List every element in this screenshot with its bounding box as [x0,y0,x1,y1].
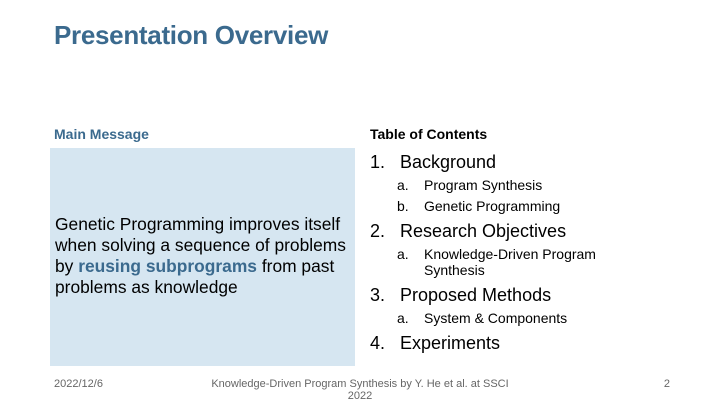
toc-item-number: 1. [370,152,386,172]
toc-item-research-objectives: 2. Research Objectives [370,219,690,243]
toc-item-label: Research Objectives [400,221,567,241]
toc-item-proposed-methods: 3. Proposed Methods [370,283,690,307]
main-message-highlight: reusing subprograms [78,256,257,276]
toc-subitem-letter: b. [397,198,409,214]
toc-subitem-program-synthesis: a. Program Synthesis [397,177,690,193]
toc-item-background: 1. Background [370,150,690,174]
footer-citation: Knowledge-Driven Program Synthesis by Y.… [211,378,509,402]
toc-subitem-label: System & Components [424,310,568,326]
toc-subitem-letter: a. [397,246,409,262]
page-number: 2 [663,378,670,390]
main-message-box: Genetic Programming improves itself when… [50,148,355,366]
toc-subitem-genetic-programming: b. Genetic Programming [397,198,690,214]
toc-item-number: 3. [370,285,386,305]
toc-item-label: Experiments [400,333,501,353]
toc-subitem-label: Knowledge-Driven Program Synthesis [424,246,596,278]
toc-subitem-letter: a. [397,177,409,193]
toc-subitem-label: Genetic Programming [424,198,561,214]
main-message-heading: Main Message [54,126,149,142]
toc-subitem-letter: a. [397,310,409,326]
toc-item-number: 2. [370,221,386,241]
main-message-text-start: Genetic Programming improves itself when… [55,214,346,276]
toc-item-label: Proposed Methods [400,285,552,305]
toc-heading: Table of Contents [370,126,488,142]
toc-item-label: Background [400,152,497,172]
toc-subitem-knowledge-driven-program-synthesis: a. Knowledge-Driven Program Synthesis [397,246,690,278]
toc-subitem-system-components: a. System & Components [397,310,690,326]
toc-item-number: 4. [370,333,386,353]
toc-item-experiments: 4. Experiments [370,331,690,355]
toc-subitem-label: Program Synthesis [424,177,543,193]
main-message-text-end: from past problems as knowledge [55,256,335,297]
main-message-text: Genetic Programming improves itself when… [55,214,353,298]
table-of-contents: 1. Background a. Program Synthesis b. Ge… [370,150,690,358]
footer-date: 2022/12/6 [54,378,103,390]
slide-title: Presentation Overview [54,20,329,50]
